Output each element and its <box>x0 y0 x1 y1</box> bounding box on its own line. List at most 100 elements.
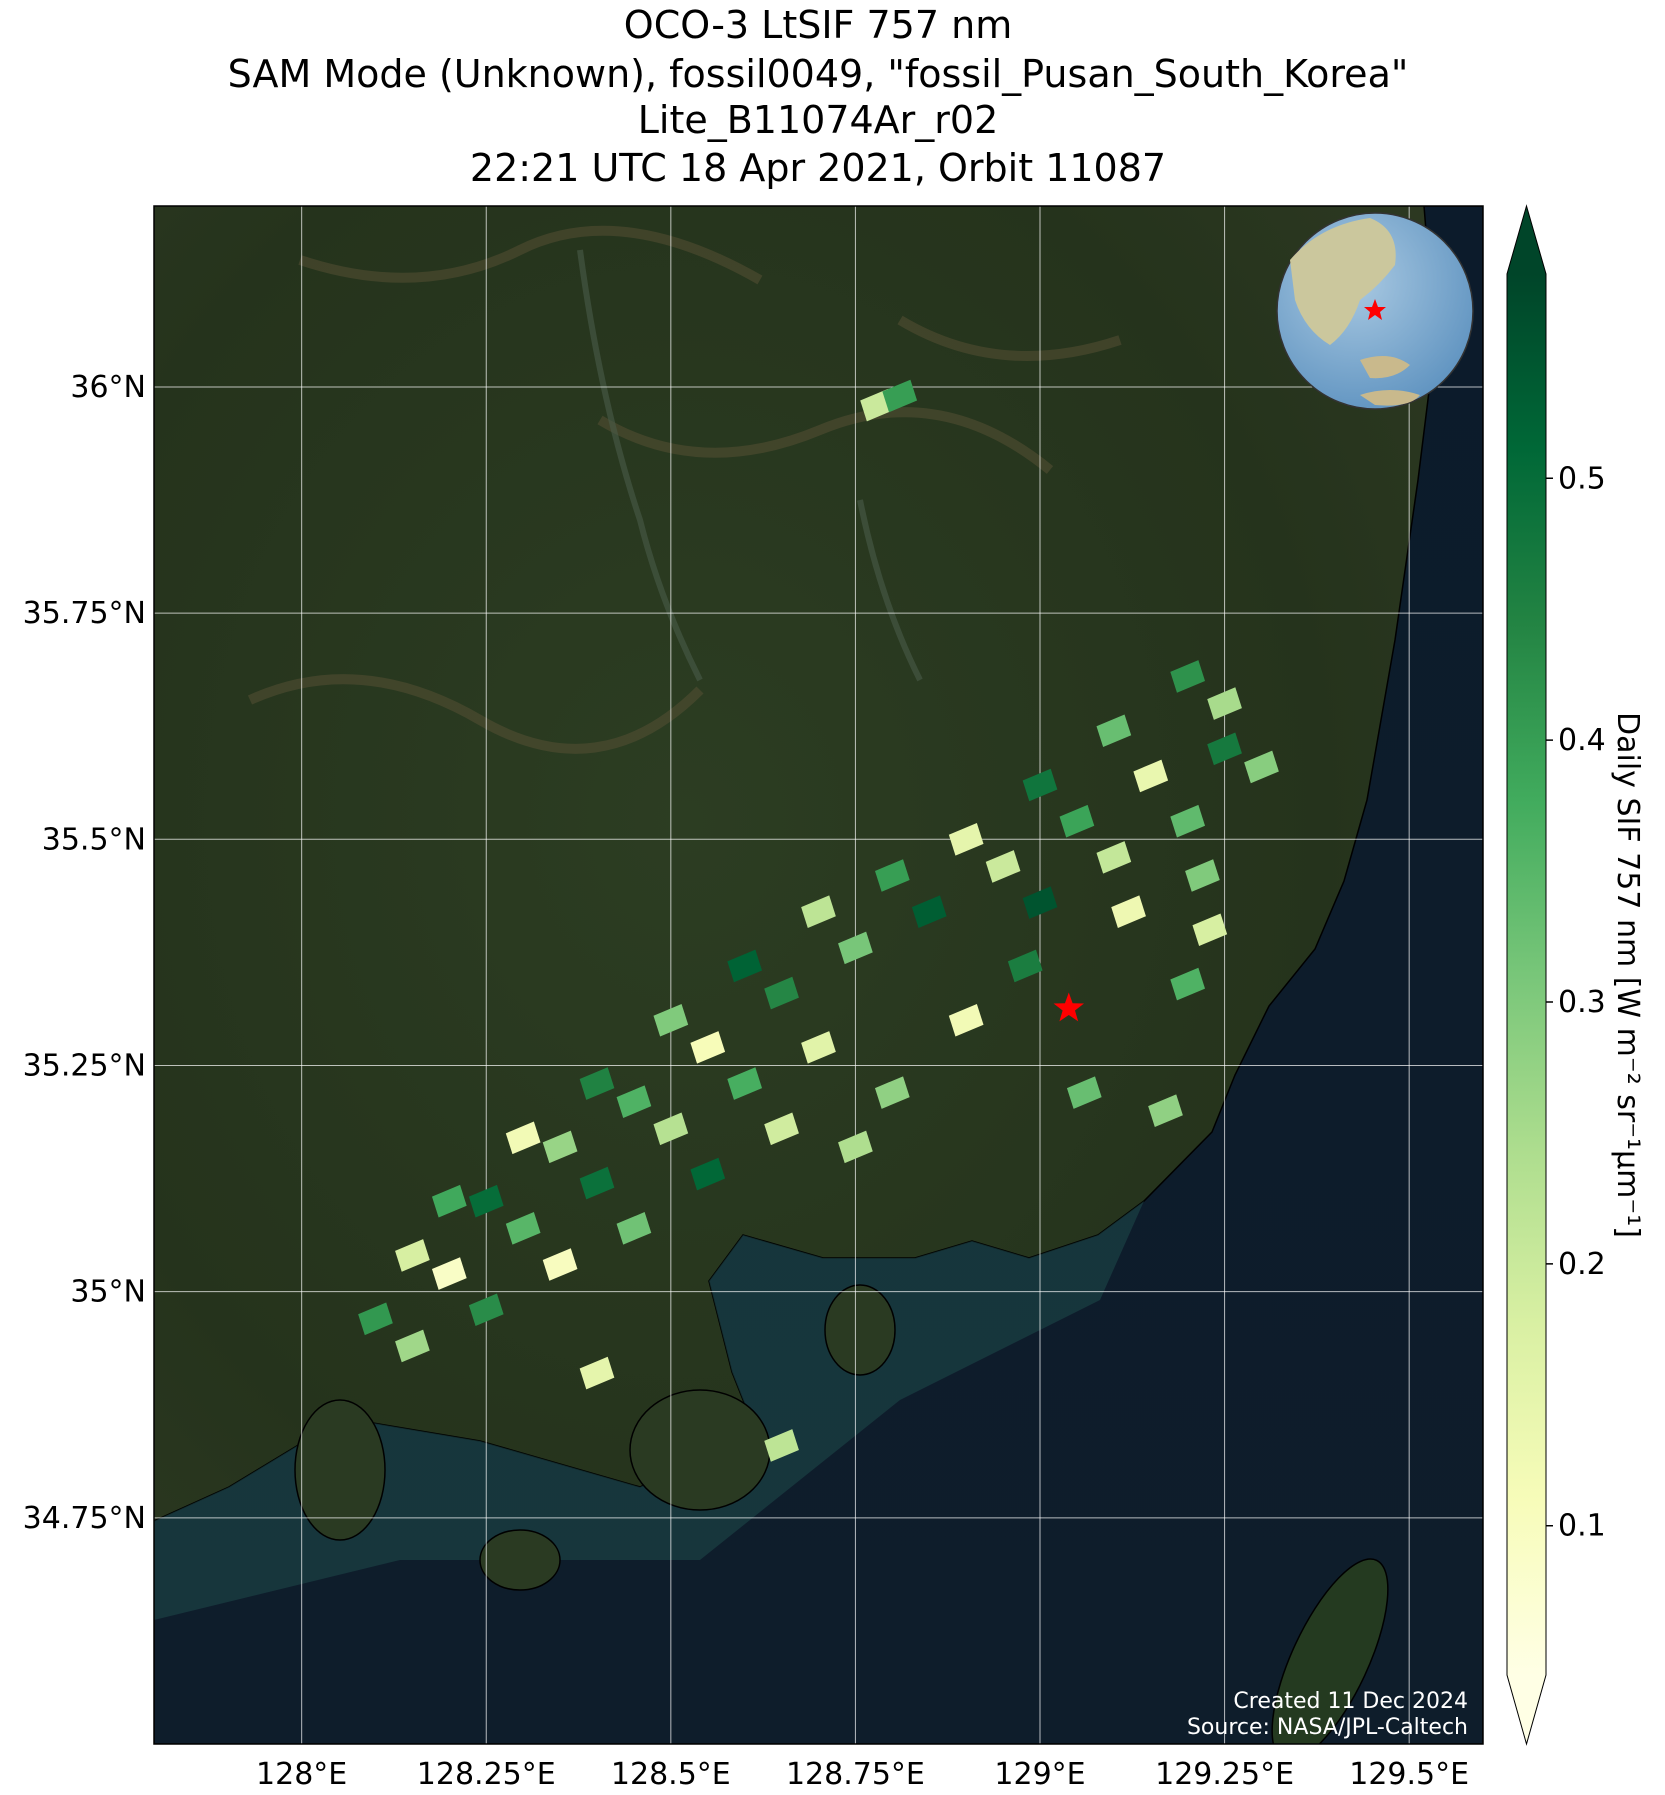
footer-text: Created 11 Dec 2024 <box>1233 1689 1468 1714</box>
y-tick-label: 36°N <box>70 370 146 405</box>
y-tick-label: 35.5°N <box>42 822 146 857</box>
colorbar-tick-label: 0.5 <box>1558 461 1606 496</box>
sif-pixel <box>653 1003 689 1037</box>
sif-pixel <box>358 1302 393 1336</box>
sif-pixel <box>1207 732 1242 766</box>
y-tick-label: 35°N <box>70 1275 146 1310</box>
globe-land <box>1290 218 1396 345</box>
footer-text: Source: NASA/JPL-Caltech <box>1187 1715 1468 1740</box>
x-tick-label: 129.25°E <box>1155 1757 1294 1792</box>
y-tick-label: 34.75°N <box>23 1501 146 1536</box>
sif-pixel <box>764 1112 799 1146</box>
title-line: OCO-3 LtSIF 757 nm <box>624 3 1012 47</box>
sif-pixel <box>1096 714 1132 748</box>
sif-pixel <box>579 1067 615 1100</box>
sif-pixel <box>801 895 836 928</box>
globe-site <box>1364 299 1386 320</box>
sif-pixel <box>395 1329 430 1363</box>
sif-pixel <box>1022 886 1058 919</box>
sif-pixel <box>1192 913 1228 947</box>
sif-pixel <box>874 1076 910 1109</box>
map-frame <box>153 205 1484 1745</box>
sif-pixel <box>1244 750 1279 784</box>
sif-pixel <box>542 1248 578 1281</box>
x-tick-label: 129.5°E <box>1349 1757 1469 1792</box>
x-tick-label: 128°E <box>256 1757 347 1792</box>
shallow-sea <box>154 1201 1144 1620</box>
colorbar-tick-label: 0.1 <box>1558 1509 1606 1544</box>
sif-pixel <box>727 1067 763 1100</box>
sif-pixel <box>1059 804 1095 838</box>
sif-pixel <box>1185 859 1220 892</box>
globe-land <box>1360 356 1420 406</box>
sif-pixel <box>395 1239 430 1272</box>
sif-pixel <box>505 1121 541 1155</box>
sif-pixel <box>653 1112 689 1146</box>
locator-globe <box>1276 212 1474 410</box>
sif-pixel <box>690 1031 726 1064</box>
colorbar-body <box>1507 274 1546 1675</box>
sif-pixel <box>882 379 918 413</box>
title-line: 22:21 UTC 18 Apr 2021, Orbit 11087 <box>470 146 1166 190</box>
sif-pixel <box>1170 660 1206 693</box>
sif-pixel <box>1170 967 1206 1001</box>
axes: 128°E 128.25°E 128.5°E 128.75°E 129°E 129.25°… <box>23 370 1469 1792</box>
sif-pixel <box>505 1212 541 1245</box>
sif-pixel <box>727 949 763 983</box>
title-block: OCO-3 LtSIF 757 nm SAM Mode (Unknown), f… <box>228 3 1409 190</box>
terrain <box>247 225 1122 754</box>
sif-pixel <box>468 1293 504 1327</box>
sif-pixel <box>579 1356 615 1390</box>
colorbar-tick-label: 0.4 <box>1558 723 1606 758</box>
sif-pixel <box>1207 687 1242 720</box>
colorbar-tick-label: 0.3 <box>1558 985 1606 1020</box>
grid <box>154 206 1483 1744</box>
sif-pixel <box>838 1130 873 1164</box>
sif-pixel <box>1007 949 1043 983</box>
sif-pixel <box>1148 1094 1183 1127</box>
sif-pixel <box>431 1184 467 1218</box>
sif-pixel <box>801 1031 836 1064</box>
island <box>479 1529 561 1591</box>
colorbar-label: Daily SIF 757 nm [W m⁻² sr⁻¹µm⁻¹] <box>1610 712 1645 1238</box>
sif-pixel <box>764 1429 799 1462</box>
sif-pixel <box>1133 759 1169 793</box>
x-tick-label: 128.25°E <box>417 1757 556 1792</box>
colorbar: 0.1 0.2 0.3 0.4 0.5 Daily SIF 757 nm [W m⁻² s… <box>1506 204 1645 1746</box>
sif-pixel <box>948 1003 984 1037</box>
map-area: Created 11 Dec 2024 Source: NASA/JPL-Cal… <box>154 206 1483 1744</box>
sif-pixel <box>874 859 910 892</box>
y-tick-label: 35.75°N <box>23 596 146 631</box>
sif-pixel <box>764 976 799 1010</box>
x-tick-label: 128.5°E <box>611 1757 731 1792</box>
site-marker <box>1053 992 1085 1022</box>
title-line: Lite_B11074Ar_r02 <box>638 98 999 142</box>
island <box>824 1284 896 1376</box>
colorbar-frame <box>1506 204 1547 1746</box>
island <box>629 1389 771 1511</box>
sif-pixel <box>838 931 873 965</box>
x-tick-label: 129°E <box>994 1757 1085 1792</box>
sif-pixel <box>985 850 1021 883</box>
site-star <box>1053 992 1085 1022</box>
sif-pixel <box>1022 768 1058 802</box>
sif-pixel <box>911 895 947 928</box>
colorbar-tick-label: 0.2 <box>1558 1247 1606 1282</box>
sif-pixel <box>1096 841 1132 874</box>
river <box>577 249 923 682</box>
title-line: SAM Mode (Unknown), fossil0049, "fossil_… <box>228 52 1409 96</box>
sif-pixel <box>1170 804 1206 838</box>
x-tick-label: 128.75°E <box>786 1757 925 1792</box>
island <box>1271 1558 1389 1744</box>
colorbar-extend-max <box>1507 206 1546 274</box>
sif-pixel <box>690 1157 726 1191</box>
sif-pixel <box>948 823 984 856</box>
sif-footprints <box>358 379 1279 1462</box>
sif-pixel <box>542 1130 578 1164</box>
sif-pixel <box>1111 895 1146 928</box>
sif-pixel <box>616 1212 652 1245</box>
colorbar-extend-min <box>1507 1675 1546 1744</box>
sif-pixel <box>616 1085 652 1118</box>
sif-pixel <box>1066 1076 1102 1109</box>
